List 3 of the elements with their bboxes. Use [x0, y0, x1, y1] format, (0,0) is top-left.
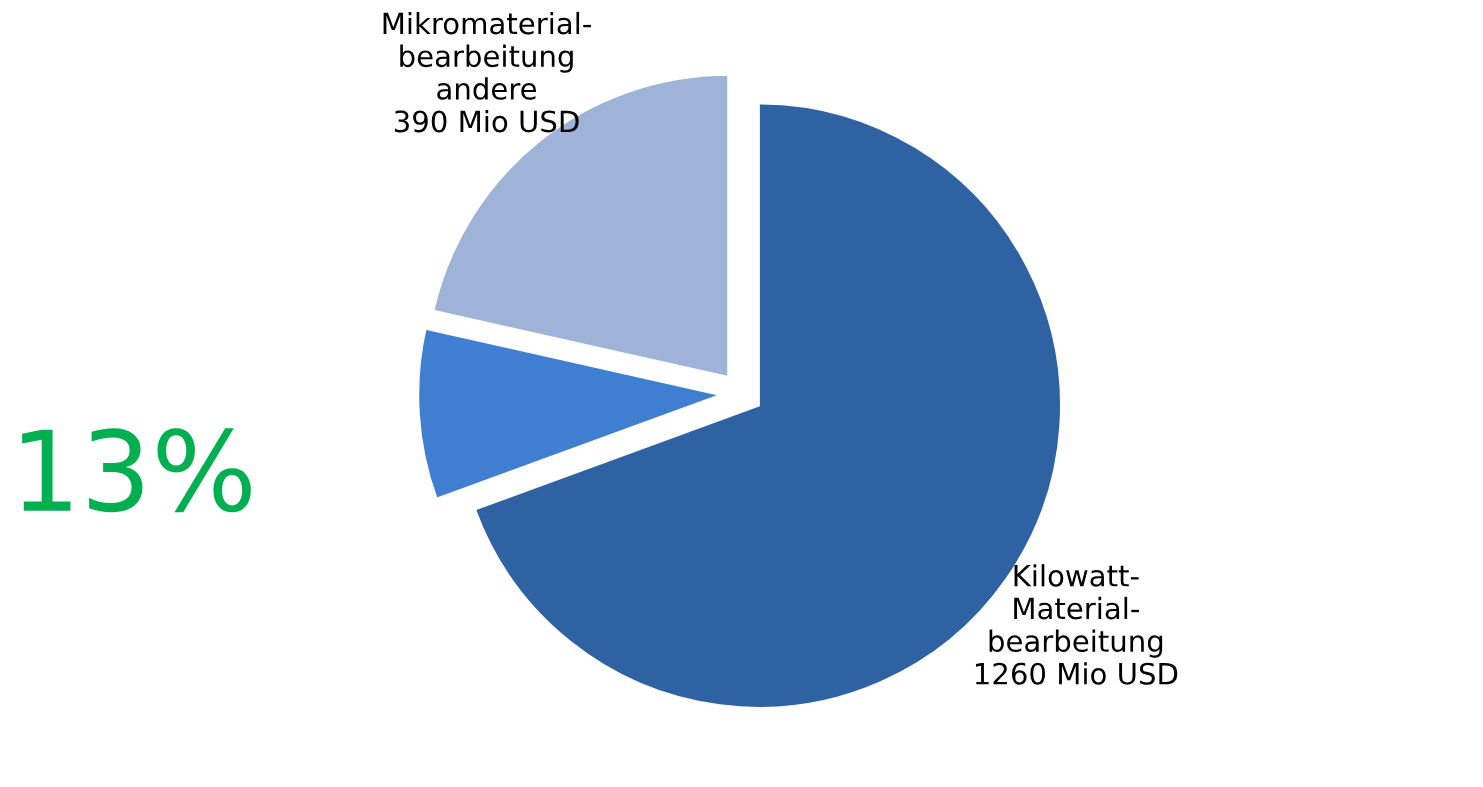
text: 13% [22, 428, 251, 513]
slice-label: Kilowatt- Material- bearbeitung 1260 Mio USD [975, 564, 1178, 685]
slice-label: Mikromaterial- bearbeitung andere 390 Mio USD [383, 11, 591, 133]
